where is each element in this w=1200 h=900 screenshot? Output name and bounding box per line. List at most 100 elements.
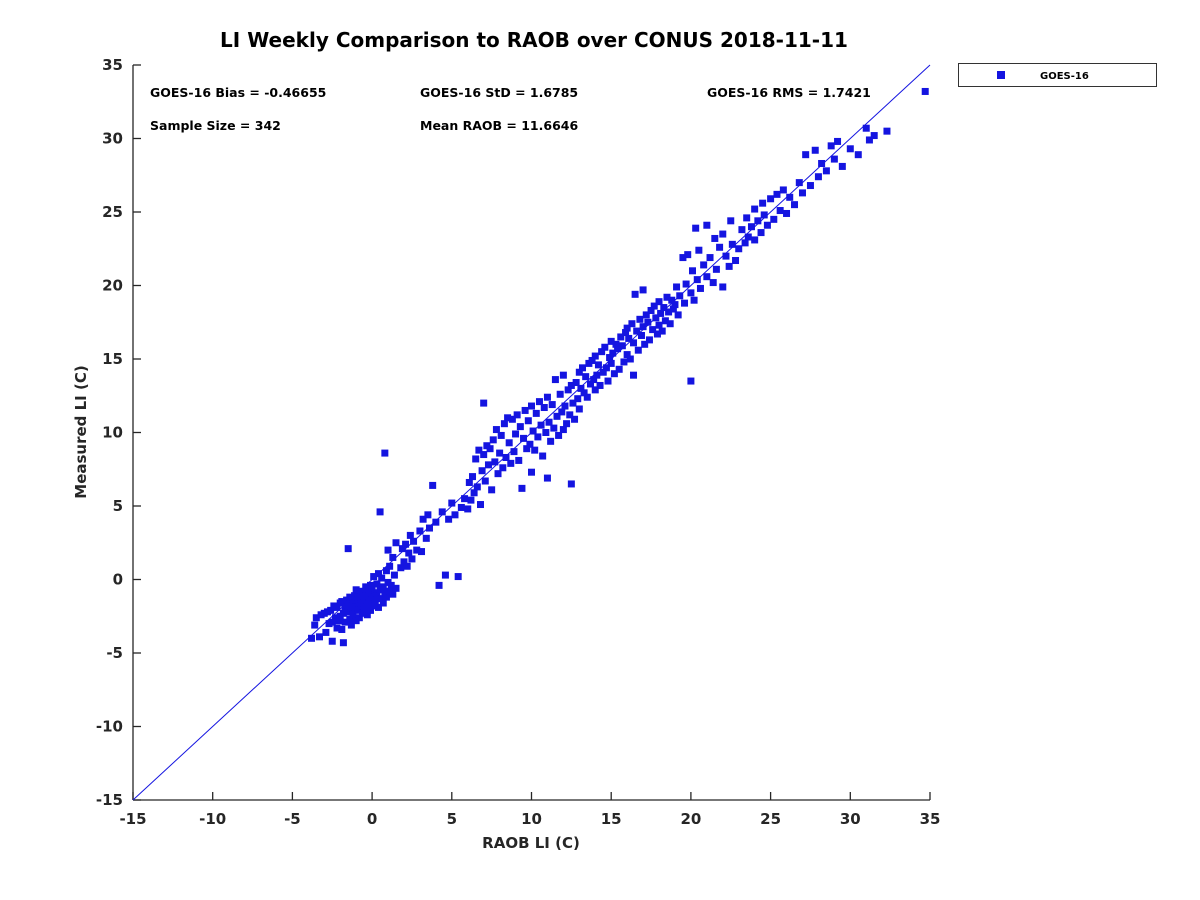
scatter-point	[668, 296, 676, 304]
scatter-point	[674, 311, 682, 319]
scatter-point	[703, 221, 711, 229]
scatter-point	[448, 499, 456, 507]
scatter-point	[365, 589, 373, 597]
scatter-point	[403, 562, 411, 570]
x-tick-label: 10	[521, 810, 542, 828]
scatter-point	[647, 306, 655, 314]
scatter-point	[783, 209, 791, 217]
scatter-point	[362, 583, 370, 591]
scatter-point	[687, 289, 695, 297]
scatter-point	[732, 257, 740, 265]
scatter-point	[665, 308, 673, 316]
scatter-point	[553, 412, 561, 420]
scatter-point	[575, 405, 583, 413]
scatter-point	[751, 236, 759, 244]
scatter-point	[425, 524, 433, 532]
scatter-point	[405, 549, 413, 557]
x-tick-label: -15	[119, 810, 146, 828]
y-tick-label: 30	[102, 130, 123, 148]
scatter-point	[502, 453, 510, 461]
scatter-point	[626, 355, 634, 363]
x-tick-label: 35	[920, 810, 941, 828]
scatter-point	[432, 518, 440, 526]
scatter-point	[791, 201, 799, 209]
scatter-point	[494, 470, 502, 478]
scatter-point	[548, 401, 556, 409]
scatter-point	[583, 393, 591, 401]
scatter-point	[312, 614, 320, 622]
scatter-point	[486, 445, 494, 453]
annotation-rms: GOES-16 RMS = 1.7421	[707, 85, 871, 100]
scatter-point	[457, 503, 465, 511]
scatter-point	[379, 583, 387, 591]
scatter-point	[741, 239, 749, 247]
scatter-point	[346, 593, 354, 601]
y-tick-label: 25	[102, 203, 123, 221]
scatter-point	[406, 531, 414, 539]
scatter-point	[747, 223, 755, 231]
scatter-point	[639, 323, 647, 331]
annotation-std: GOES-16 StD = 1.6785	[420, 85, 578, 100]
y-tick-label: 35	[102, 56, 123, 74]
scatter-point	[652, 314, 660, 322]
scatter-point	[695, 246, 703, 254]
scatter-point	[679, 254, 687, 262]
scatter-point	[687, 377, 695, 385]
scatter-point	[601, 343, 609, 351]
scatter-point	[663, 293, 671, 301]
scatter-point	[526, 440, 534, 448]
scatter-point	[661, 317, 669, 325]
scatter-point	[359, 609, 367, 617]
scatter-point	[711, 234, 719, 242]
scatter-point	[609, 349, 617, 357]
scatter-point	[327, 606, 335, 614]
scatter-point	[631, 290, 639, 298]
scatter-point	[767, 195, 775, 203]
scatter-point	[333, 603, 341, 611]
scatter-point	[681, 299, 689, 307]
scatter-point	[716, 243, 724, 251]
scatter-point	[645, 336, 653, 344]
scatter-point	[422, 534, 430, 542]
scatter-point	[392, 539, 400, 547]
scatter-point	[602, 364, 610, 372]
scatter-point	[339, 639, 347, 647]
scatter-point	[830, 155, 838, 163]
scatter-point	[625, 334, 633, 342]
scatter-point	[335, 617, 343, 625]
scatter-point	[470, 489, 478, 497]
scatter-point	[838, 162, 846, 170]
scatter-point	[575, 368, 583, 376]
data-points	[132, 64, 931, 801]
y-tick-label: 10	[102, 424, 123, 442]
scatter-point	[569, 399, 577, 407]
scatter-point	[539, 452, 547, 460]
scatter-point	[338, 625, 346, 633]
scatter-point	[484, 461, 492, 469]
scatter-point	[567, 480, 575, 488]
x-tick-label: 5	[447, 810, 457, 828]
scatter-point	[566, 411, 574, 419]
scatter-point	[528, 402, 535, 410]
scatter-point	[451, 511, 459, 519]
scatter-point	[352, 586, 360, 594]
scatter-point	[567, 381, 575, 389]
scatter-point	[341, 618, 349, 626]
legend-marker-square-icon	[997, 71, 1005, 79]
scatter-point	[473, 483, 481, 491]
scatter-point	[751, 205, 759, 213]
scatter-point	[773, 190, 781, 198]
scatter-point	[499, 464, 507, 472]
scatter-point	[378, 574, 386, 582]
scatter-point	[779, 186, 787, 194]
scatter-point	[617, 333, 625, 341]
chart-title: LI Weekly Comparison to RAOB over CONUS …	[220, 28, 848, 52]
scatter-point	[671, 301, 679, 309]
scatter-point	[684, 251, 692, 259]
scatter-point	[384, 546, 392, 554]
scatter-point	[612, 340, 620, 348]
scatter-point	[622, 329, 630, 337]
scatter-point	[577, 384, 585, 392]
legend-entry-label: GOES-16	[1040, 71, 1089, 82]
